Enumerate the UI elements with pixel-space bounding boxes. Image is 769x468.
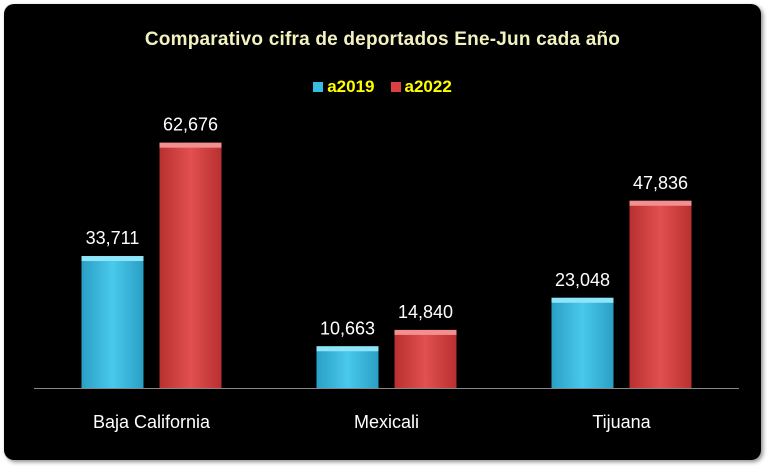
chart-title: Comparativo cifra de deportados Ene-Jun … [144, 29, 621, 50]
legend-item-a2022: a2022 [390, 77, 452, 97]
bar-top-a2022-0 [159, 142, 222, 148]
bar-top-a2019-0 [81, 256, 144, 262]
data-label-a2019-1: 10,663 [320, 318, 375, 338]
bar-top-a2019-1 [316, 346, 379, 352]
bar-a2022-0 [159, 142, 222, 388]
bar-top-a2022-1 [394, 329, 457, 335]
data-label-a2019-0: 33,711 [86, 228, 140, 248]
data-label-a2019-2: 23,048 [555, 270, 610, 290]
category-label-0: Baja California [93, 412, 211, 432]
data-label-a2022-1: 14,840 [398, 302, 453, 322]
bar-a2019-1 [316, 346, 379, 388]
legend-label-a2019: a2019 [327, 77, 375, 96]
bar-top-a2022-2 [629, 200, 692, 206]
legend-swatch-a2022 [390, 82, 401, 92]
bar-a2022-1 [394, 329, 457, 388]
chart-legend: a2019 a2022 [4, 77, 761, 97]
bar-a2022-2 [629, 200, 692, 388]
legend-swatch-a2019 [313, 82, 324, 92]
legend-item-a2019: a2019 [313, 77, 375, 97]
category-label-2: Tijuana [592, 412, 651, 432]
bar-a2019-2 [551, 297, 614, 388]
bar-chart-plot: 33,711 62,676 Baja California 10,663 14,840 M… [34, 115, 739, 432]
legend-label-a2022: a2022 [404, 77, 452, 96]
bar-a2019-0 [81, 256, 144, 388]
data-label-a2022-0: 62,676 [163, 115, 218, 135]
chart-frame: Comparativo cifra de deportados Ene-Jun … [4, 4, 761, 460]
data-label-a2022-2: 47,836 [633, 173, 688, 193]
category-label-1: Mexicali [354, 412, 419, 432]
bar-top-a2019-2 [551, 297, 614, 303]
